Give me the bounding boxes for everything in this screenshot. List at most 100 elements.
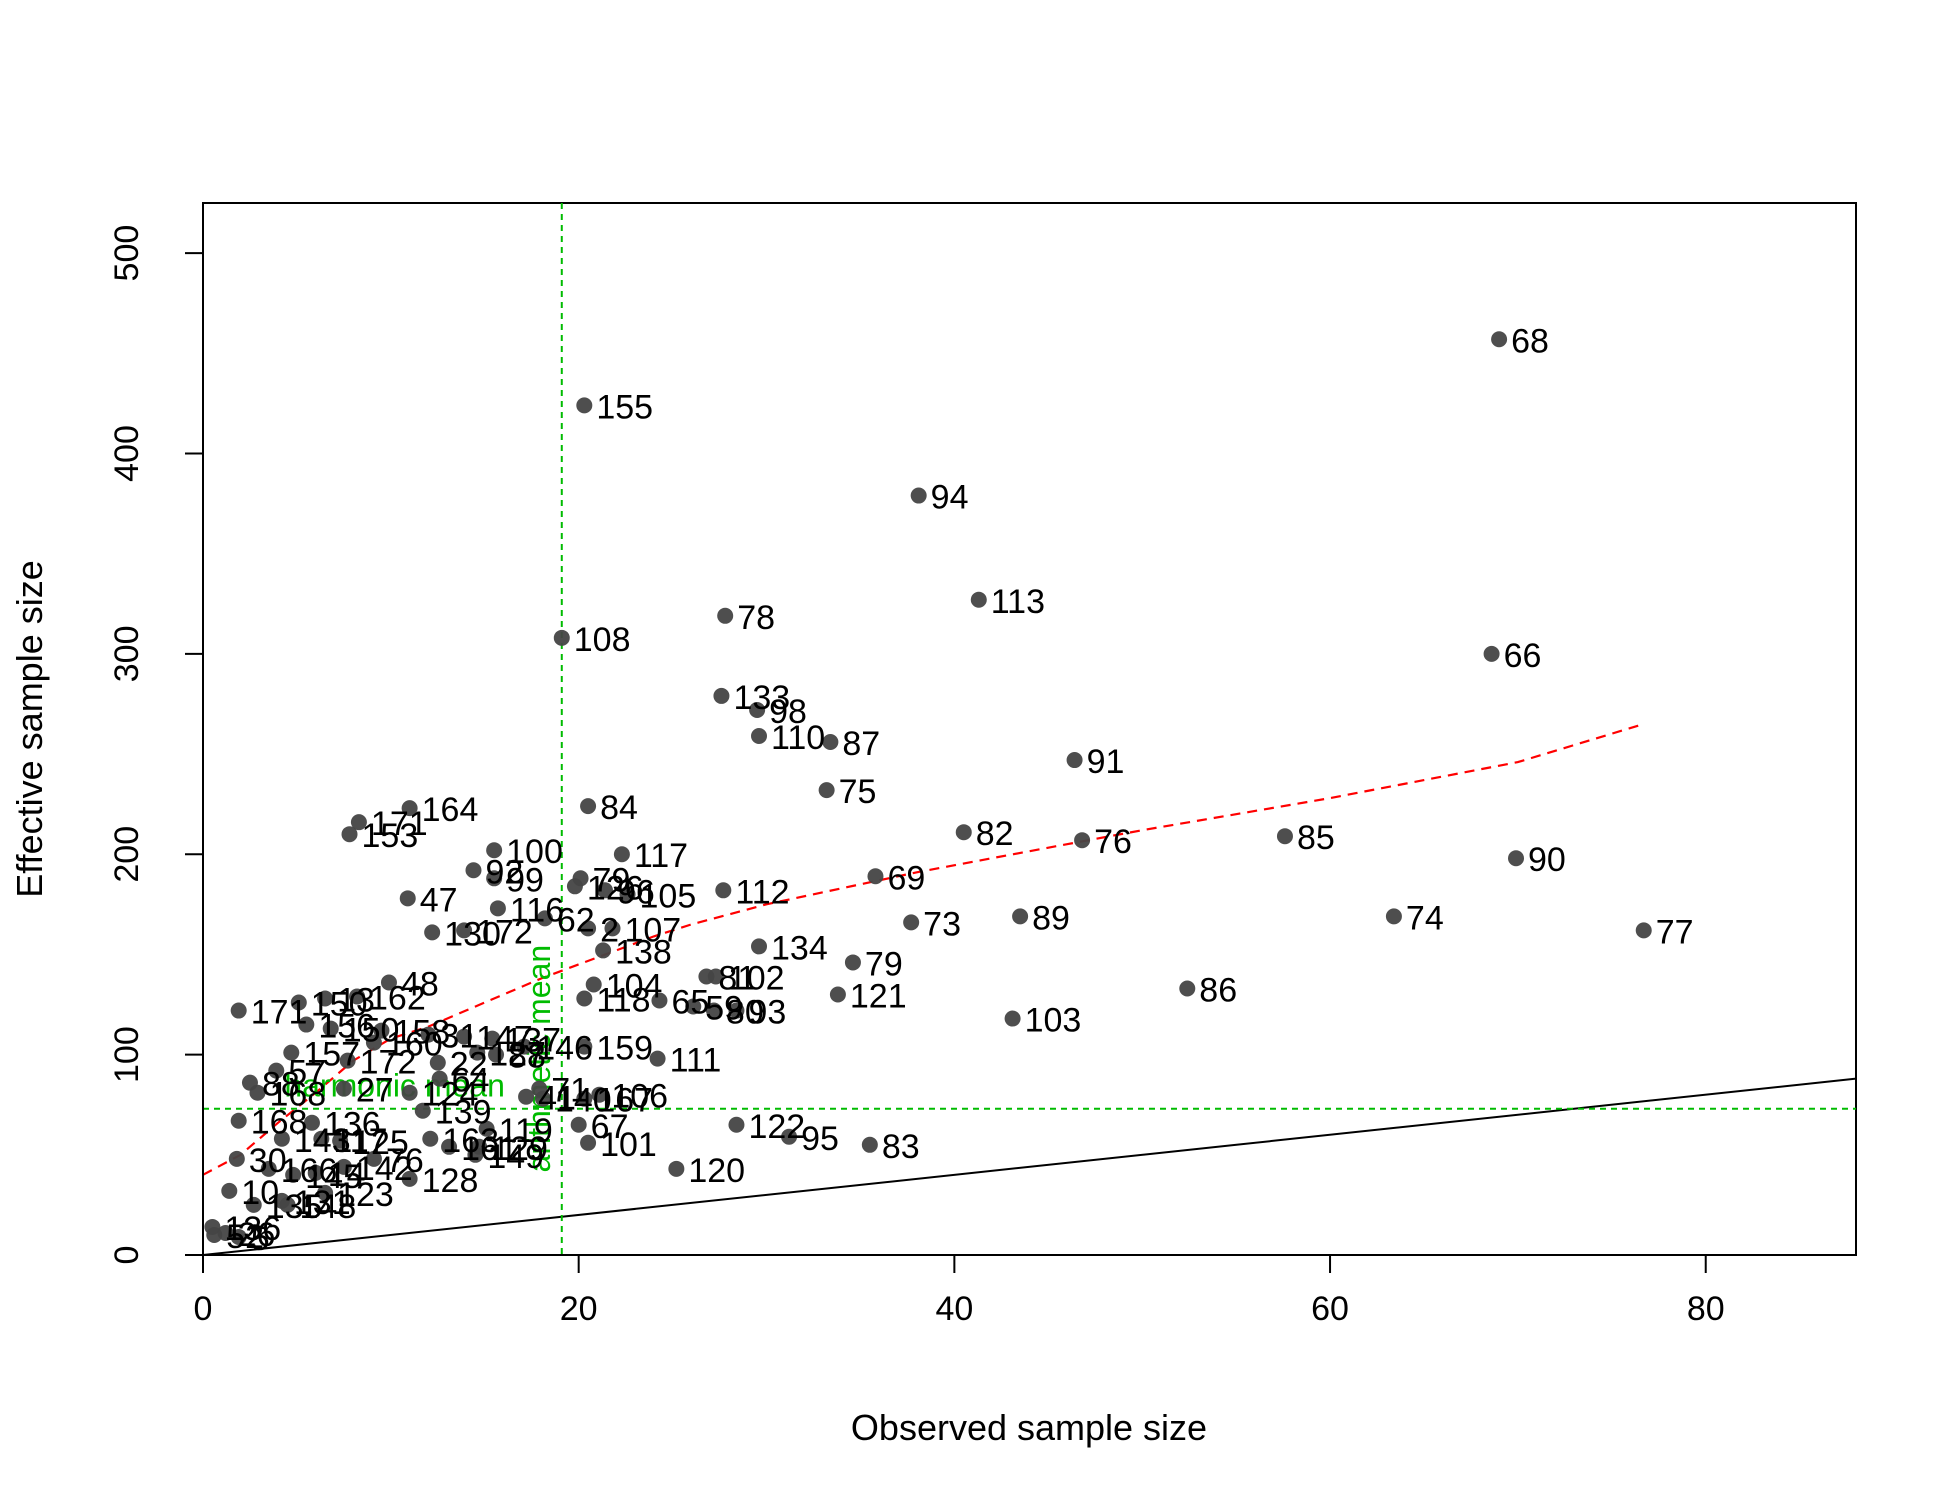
data-point-label: 79 bbox=[593, 861, 631, 899]
harmonic-mean-label: harmonic mean bbox=[284, 1068, 505, 1104]
data-point bbox=[307, 1164, 324, 1181]
data-point bbox=[399, 890, 416, 907]
data-point bbox=[339, 1052, 356, 1069]
y-tick-label: 0 bbox=[108, 1246, 146, 1265]
data-point-label: 148 bbox=[300, 1188, 357, 1226]
data-point-label: 105 bbox=[640, 877, 697, 915]
data-point bbox=[488, 1046, 505, 1063]
data-point bbox=[651, 992, 668, 1009]
data-point bbox=[749, 701, 766, 718]
data-point-label: 5 bbox=[251, 1220, 270, 1258]
data-point-label: 90 bbox=[1528, 841, 1566, 879]
x-axis: 0 20 40 60 80 bbox=[194, 1254, 1725, 1328]
data-point-label: 103 bbox=[1025, 1002, 1082, 1040]
data-point-label: 171 bbox=[371, 805, 428, 843]
data-point bbox=[465, 862, 482, 879]
points-group bbox=[204, 331, 1652, 1245]
data-point-label: 159 bbox=[596, 1030, 653, 1068]
data-point-label: 78 bbox=[737, 599, 775, 637]
data-point bbox=[713, 687, 730, 704]
data-point-label: 69 bbox=[887, 859, 925, 897]
data-point-label: 158 bbox=[393, 1014, 450, 1052]
data-point bbox=[401, 800, 418, 817]
data-point bbox=[456, 1028, 473, 1045]
data-point bbox=[230, 1228, 247, 1245]
data-point bbox=[380, 974, 397, 991]
data-point bbox=[429, 1054, 446, 1071]
data-point-label: 88 bbox=[508, 1038, 546, 1076]
data-point-label: 2 bbox=[600, 911, 619, 949]
data-point bbox=[705, 1002, 722, 1019]
data-point bbox=[715, 882, 732, 899]
data-point-label: 86 bbox=[1199, 971, 1237, 1009]
data-point-label: 65 bbox=[671, 984, 709, 1022]
data-point-label: 27 bbox=[356, 1072, 394, 1110]
data-point-label: 123 bbox=[337, 1176, 394, 1214]
data-point bbox=[1508, 850, 1525, 867]
data-point bbox=[707, 968, 724, 985]
data-point-label: 71 bbox=[551, 1072, 589, 1110]
data-point bbox=[317, 990, 334, 1007]
data-point bbox=[867, 868, 884, 885]
data-point-label: 31 bbox=[440, 1018, 478, 1056]
data-point-label: 131 bbox=[294, 1184, 351, 1222]
data-point bbox=[861, 1136, 878, 1153]
data-point-label: 59 bbox=[705, 990, 743, 1028]
data-point bbox=[365, 1034, 382, 1051]
data-point bbox=[486, 842, 503, 859]
x-tick-label: 20 bbox=[560, 1290, 598, 1328]
data-point-label: 74 bbox=[1406, 899, 1444, 937]
reference-lines-group: arithmetic mean harmonic mean bbox=[203, 203, 1856, 1255]
data-point-label: 142 bbox=[356, 1150, 413, 1188]
data-point-label: 79 bbox=[865, 945, 903, 983]
data-point-label: 166 bbox=[281, 1152, 338, 1190]
data-point-label: 87 bbox=[842, 725, 880, 763]
y-tick-label: 200 bbox=[108, 826, 146, 883]
data-point-label: 107 bbox=[624, 911, 681, 949]
data-point-label: 101 bbox=[600, 1126, 657, 1164]
data-point-label: 89 bbox=[1032, 899, 1070, 937]
data-point bbox=[955, 824, 972, 841]
data-point bbox=[456, 922, 473, 939]
data-point bbox=[751, 938, 768, 955]
data-point bbox=[576, 1038, 593, 1055]
data-point-label: 111 bbox=[670, 1042, 722, 1080]
data-point-label: 94 bbox=[931, 479, 969, 517]
data-point bbox=[516, 1038, 533, 1055]
data-point-label: 172 bbox=[360, 1044, 417, 1082]
data-point bbox=[217, 1224, 234, 1241]
data-point-label: 153 bbox=[362, 817, 419, 855]
data-point bbox=[649, 1050, 666, 1067]
data-point bbox=[290, 994, 307, 1011]
data-point-label: 100 bbox=[506, 833, 563, 871]
data-point bbox=[1179, 980, 1196, 997]
data-point-label: 149 bbox=[487, 1138, 544, 1176]
data-point-label: 168 bbox=[269, 1076, 326, 1114]
data-point bbox=[335, 1080, 352, 1097]
data-point bbox=[553, 629, 570, 646]
data-point-label: 167 bbox=[596, 1082, 653, 1120]
data-point bbox=[230, 1002, 247, 1019]
data-point-label: 106 bbox=[611, 1078, 668, 1116]
data-point bbox=[903, 914, 920, 931]
data-point-label: 93 bbox=[748, 994, 786, 1032]
data-point-label: 81 bbox=[718, 959, 756, 997]
data-point bbox=[285, 1166, 302, 1183]
data-point bbox=[273, 1130, 290, 1147]
data-point bbox=[486, 870, 503, 887]
data-point bbox=[260, 1160, 277, 1177]
data-point-label: 108 bbox=[574, 621, 631, 659]
data-point bbox=[910, 487, 927, 504]
data-point-label: 30 bbox=[249, 1142, 287, 1180]
data-point bbox=[298, 1016, 315, 1033]
data-point-label: 41 bbox=[538, 1080, 576, 1118]
data-point-label: 130 bbox=[444, 915, 501, 953]
data-point bbox=[469, 1044, 486, 1061]
data-point-label: 76 bbox=[1094, 823, 1132, 861]
data-point-label: 98 bbox=[769, 693, 807, 731]
data-point-label: 138 bbox=[615, 933, 672, 971]
smooth-trend-line bbox=[202, 722, 1645, 1176]
data-point-label: 48 bbox=[401, 965, 439, 1003]
